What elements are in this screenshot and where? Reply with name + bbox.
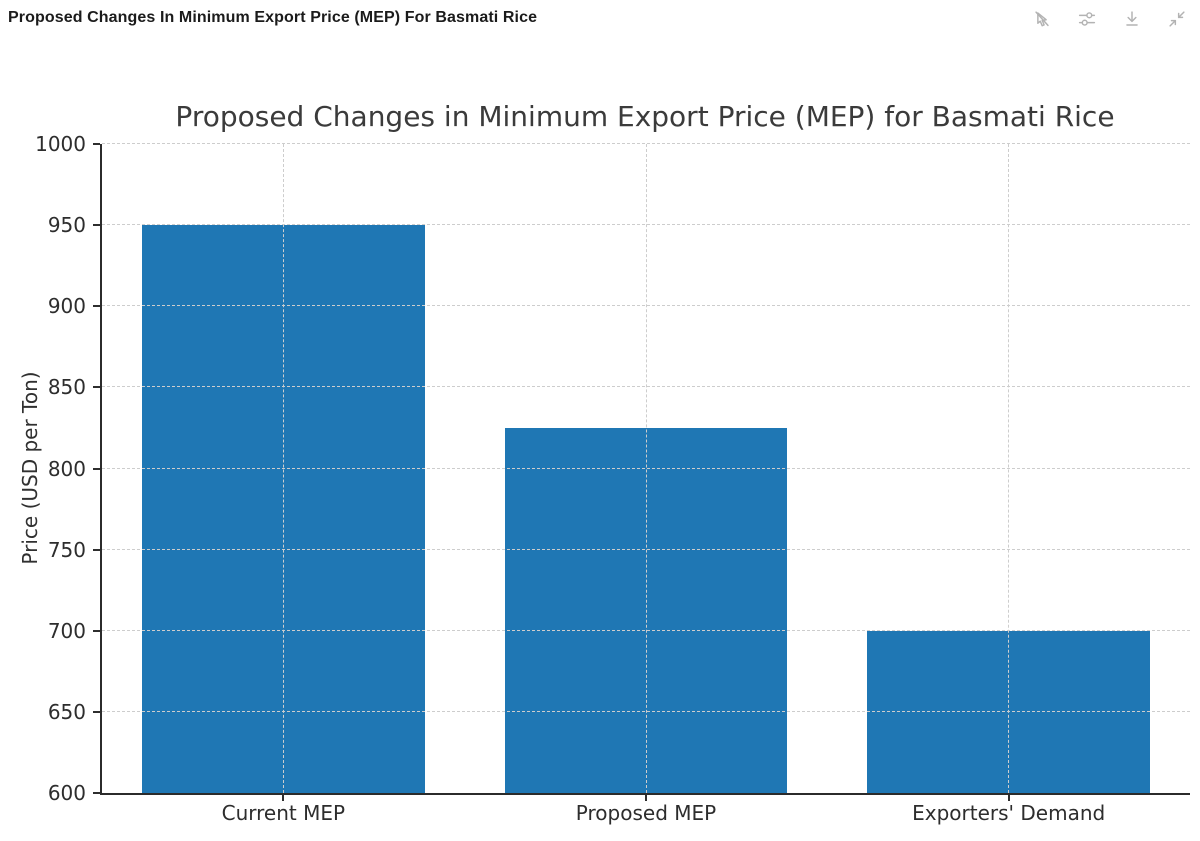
x-tick-label: Exporters' Demand <box>912 801 1106 825</box>
y-tick-label: 1000 <box>35 132 86 156</box>
y-tick-label: 950 <box>47 213 86 238</box>
x-gridline <box>645 144 647 793</box>
y-tick-label: 650 <box>47 699 86 724</box>
y-tick-mark <box>93 792 100 794</box>
y-tick-mark <box>93 548 100 551</box>
y-tick-mark <box>93 629 100 632</box>
pointer-off-icon[interactable] <box>1031 8 1053 30</box>
toolbar <box>1031 8 1188 30</box>
x-gridline <box>282 144 284 793</box>
chart-canvas: Proposed Changes in Minimum Export Price… <box>0 42 1200 841</box>
plot-area <box>100 143 1190 795</box>
chart-title: Proposed Changes in Minimum Export Price… <box>175 100 1115 133</box>
x-tick-mark <box>1007 795 1010 801</box>
x-tick-label: Proposed MEP <box>575 801 717 825</box>
x-gridline <box>1008 144 1010 793</box>
y-tick-mark <box>93 386 100 389</box>
x-tick-mark <box>645 795 647 801</box>
y-tick-mark <box>93 143 100 145</box>
y-tick-mark <box>93 467 100 470</box>
download-icon[interactable] <box>1121 8 1143 30</box>
y-tick-label: 800 <box>47 456 86 481</box>
header-bar: Proposed Changes In Minimum Export Price… <box>0 0 1200 42</box>
y-tick-label: 900 <box>47 294 86 319</box>
sliders-icon[interactable] <box>1076 8 1098 30</box>
collapse-icon[interactable] <box>1166 8 1188 30</box>
y-tick-label: 850 <box>47 375 86 400</box>
y-tick-label: 600 <box>47 781 86 805</box>
window-title: Proposed Changes In Minimum Export Price… <box>8 9 538 26</box>
y-gridline <box>102 143 1190 144</box>
y-tick-mark <box>93 305 100 308</box>
y-tick-label: 700 <box>47 618 86 643</box>
y-tick-mark <box>93 224 100 227</box>
y-tick-mark <box>93 710 100 713</box>
x-tick-mark <box>282 795 285 801</box>
x-tick-label: Current MEP <box>221 801 346 825</box>
y-tick-label: 750 <box>47 537 86 562</box>
